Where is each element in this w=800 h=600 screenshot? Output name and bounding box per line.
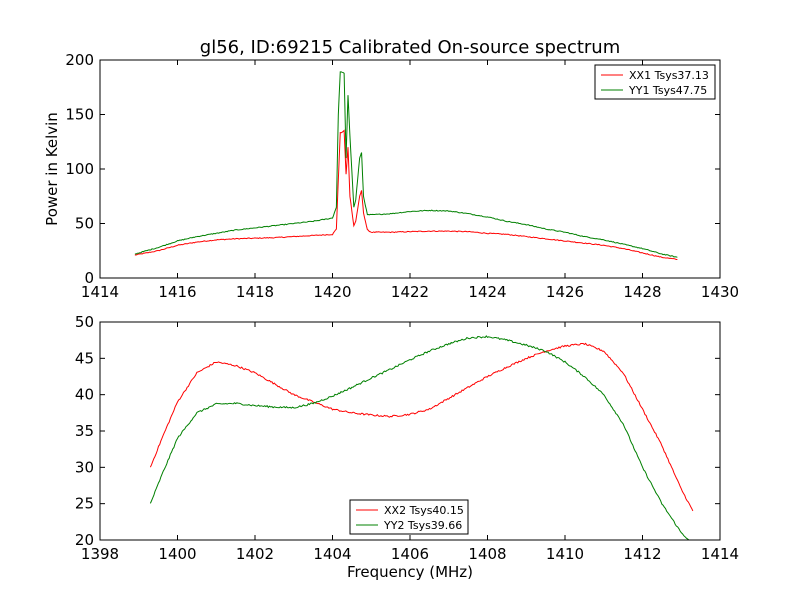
x-tick-label: 1398 [81, 545, 119, 563]
x-tick-label: 1414 [701, 545, 739, 563]
series-line-1-1 [134, 129, 678, 260]
x-tick-label: 1416 [158, 283, 196, 301]
y-tick-label: 20 [75, 531, 94, 549]
y-tick-label: 35 [75, 422, 94, 440]
series-line-1-2 [134, 71, 678, 258]
x-tick-label: 1422 [391, 283, 429, 301]
y-tick-label: 150 [65, 106, 94, 124]
chart-panel-1: 1414 1416 1418 1420 1422 1424 1426 1428 1430 0 50 1… [43, 51, 739, 301]
legend-label: XX1 Tsys37.13 [629, 69, 709, 82]
y-tick-label: 50 [75, 313, 94, 331]
figure-title: gl56, ID:69215 Calibrated On-source spec… [200, 37, 620, 58]
y-tick-label: 30 [75, 458, 94, 476]
x-tick-label: 1418 [236, 283, 274, 301]
y-tick-label: 200 [65, 51, 94, 69]
x-axis-label: Frequency (MHz) [347, 563, 473, 581]
x-tick-label: 1406 [391, 545, 429, 563]
y-tick-label: 25 [75, 495, 94, 513]
y-tick-label: 100 [65, 160, 94, 178]
y-tick-label: 0 [84, 269, 94, 287]
legend-box [349, 499, 469, 535]
series-line-2-2 [149, 335, 690, 540]
y-tick-label: 45 [75, 349, 94, 367]
x-tick-label: 1408 [468, 545, 506, 563]
legend: XX2 Tsys40.15 YY2 Tsys39.66 [349, 499, 469, 535]
y-tick-label: 40 [75, 386, 94, 404]
x-tick-label: 1414 [81, 283, 119, 301]
plots-layer: 1414 1416 1418 1420 1422 1424 1426 1428 14300501… [43, 51, 739, 581]
legend-label: YY2 Tsys39.66 [383, 519, 462, 532]
x-tick-label: 1424 [468, 283, 506, 301]
x-tick-label: 1428 [623, 283, 661, 301]
x-tick-label: 1430 [701, 283, 739, 301]
legend-box [594, 64, 716, 100]
legend: XX1 Tsys37.13 YY1 Tsys47.75 [594, 64, 716, 100]
x-tick-label: 1412 [623, 545, 661, 563]
legend-label: YY1 Tsys47.75 [628, 84, 707, 97]
y-axis-label: Power in Kelvin [43, 112, 61, 226]
chart-panel-2: 1398 1400 1402 1404 1406 1408 1410 1412 1414 20 25… [75, 313, 739, 581]
x-tick-label: 1420 [313, 283, 351, 301]
x-tick-label: 1400 [158, 545, 196, 563]
series-line-2-1 [149, 342, 694, 512]
x-tick-label: 1426 [546, 283, 584, 301]
x-tick-label: 1402 [236, 545, 274, 563]
x-tick-label: 1410 [546, 545, 584, 563]
legend-label: XX2 Tsys40.15 [384, 504, 464, 517]
x-tick-label: 1404 [313, 545, 351, 563]
y-tick-label: 50 [75, 215, 94, 233]
